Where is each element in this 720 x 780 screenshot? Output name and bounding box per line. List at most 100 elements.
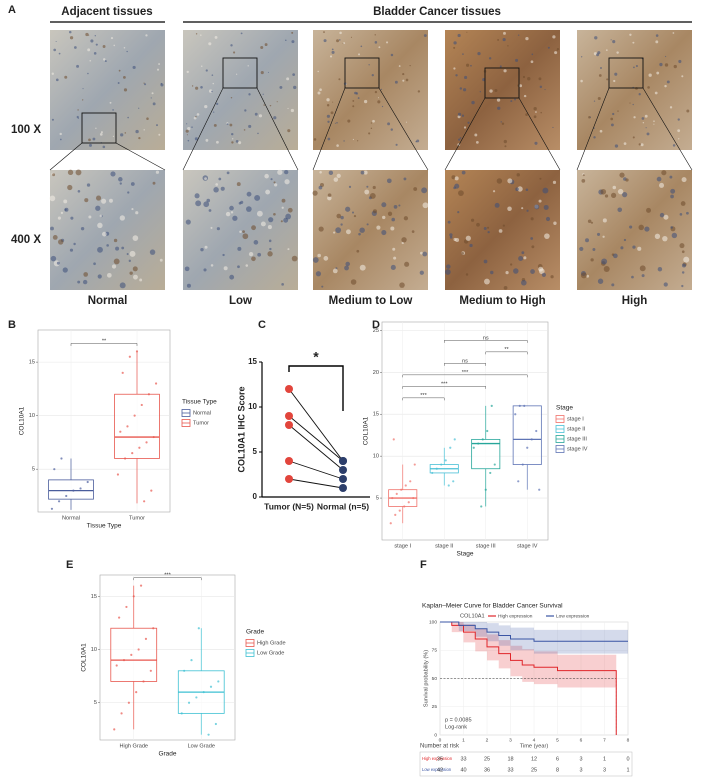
texture: [82, 99, 84, 101]
texture: [69, 248, 74, 252]
texture: [269, 247, 272, 251]
point: [452, 480, 455, 483]
y-axis-label: Survival probability (%): [423, 650, 429, 707]
texture: [597, 97, 601, 101]
texture: [281, 283, 284, 286]
texture: [70, 216, 74, 220]
x-tick-label: 3: [509, 737, 512, 743]
texture: [264, 43, 268, 47]
point: [133, 414, 136, 417]
texture: [474, 133, 478, 137]
texture: [372, 209, 377, 214]
texture: [323, 256, 329, 261]
texture: [321, 285, 324, 288]
texture: [89, 59, 92, 62]
risk-value: 3: [579, 756, 582, 762]
texture: [502, 37, 506, 42]
texture: [378, 97, 380, 99]
texture: [666, 80, 670, 84]
point: [431, 471, 434, 475]
risk-title: Number at risk: [420, 744, 460, 750]
micrograph: [50, 30, 165, 150]
texture: [420, 251, 423, 255]
point: [518, 404, 521, 407]
texture: [257, 132, 259, 135]
point: [60, 457, 63, 460]
texture: [135, 129, 139, 134]
x-tick-label: stage I: [394, 543, 411, 549]
texture: [229, 274, 235, 280]
texture: [97, 246, 103, 253]
texture: [371, 74, 374, 77]
texture: [95, 43, 98, 46]
texture: [670, 226, 673, 229]
risk-value: 42: [437, 767, 443, 773]
texture: [121, 246, 125, 250]
texture: [376, 225, 381, 230]
texture: [390, 264, 396, 270]
texture: [616, 51, 619, 54]
texture: [317, 70, 319, 73]
texture: [106, 272, 112, 278]
texture: [56, 261, 60, 265]
x-tick-label: Normal (n=5): [317, 501, 369, 511]
point: [149, 669, 152, 672]
texture: [461, 170, 466, 175]
texture: [655, 34, 659, 37]
texture: [554, 51, 558, 55]
texture: [358, 53, 361, 56]
texture: [542, 187, 549, 194]
texture: [82, 88, 84, 90]
texture: [240, 32, 243, 35]
texture: [230, 44, 233, 47]
texture: [100, 131, 103, 134]
texture: [499, 65, 502, 68]
texture: [356, 249, 360, 253]
column-label: Low: [229, 295, 252, 307]
texture: [184, 266, 190, 272]
texture: [390, 128, 393, 131]
texture: [444, 269, 451, 275]
texture: [645, 127, 647, 129]
texture: [138, 136, 141, 140]
legend-label: Low Grade: [257, 650, 284, 656]
texture: [345, 206, 351, 212]
texture: [155, 170, 160, 174]
texture: [453, 67, 456, 70]
point: [484, 488, 487, 491]
texture: [256, 210, 263, 217]
risk-value: 3: [603, 767, 606, 773]
texture: [101, 231, 107, 237]
texture: [195, 86, 199, 90]
texture: [457, 211, 460, 214]
texture: [131, 208, 134, 211]
point: [53, 468, 56, 471]
x-axis-label: Time (year): [520, 743, 549, 749]
chart-title: Kaplan–Meier Curve for Bladder Cancer Su…: [422, 603, 563, 610]
point: [480, 505, 483, 508]
texture: [187, 126, 191, 131]
panel-label: F: [420, 559, 427, 571]
texture: [364, 189, 370, 195]
texture: [391, 217, 395, 222]
texture: [470, 218, 475, 222]
texture: [625, 178, 629, 182]
texture: [95, 195, 102, 201]
legend-label: High expression: [498, 613, 533, 619]
texture: [654, 91, 658, 95]
x-tick-label: 8: [627, 737, 630, 743]
texture: [211, 74, 214, 76]
texture: [347, 119, 351, 123]
texture: [544, 233, 550, 239]
zoom-box: [222, 57, 258, 89]
texture: [51, 72, 54, 75]
texture: [523, 256, 527, 260]
texture: [586, 274, 590, 278]
x-axis-label: Stage: [457, 551, 474, 558]
texture: [231, 138, 234, 140]
risk-value: 0: [626, 756, 629, 762]
texture: [459, 87, 463, 90]
texture: [641, 117, 645, 120]
texture: [421, 187, 428, 194]
point: [145, 441, 148, 444]
